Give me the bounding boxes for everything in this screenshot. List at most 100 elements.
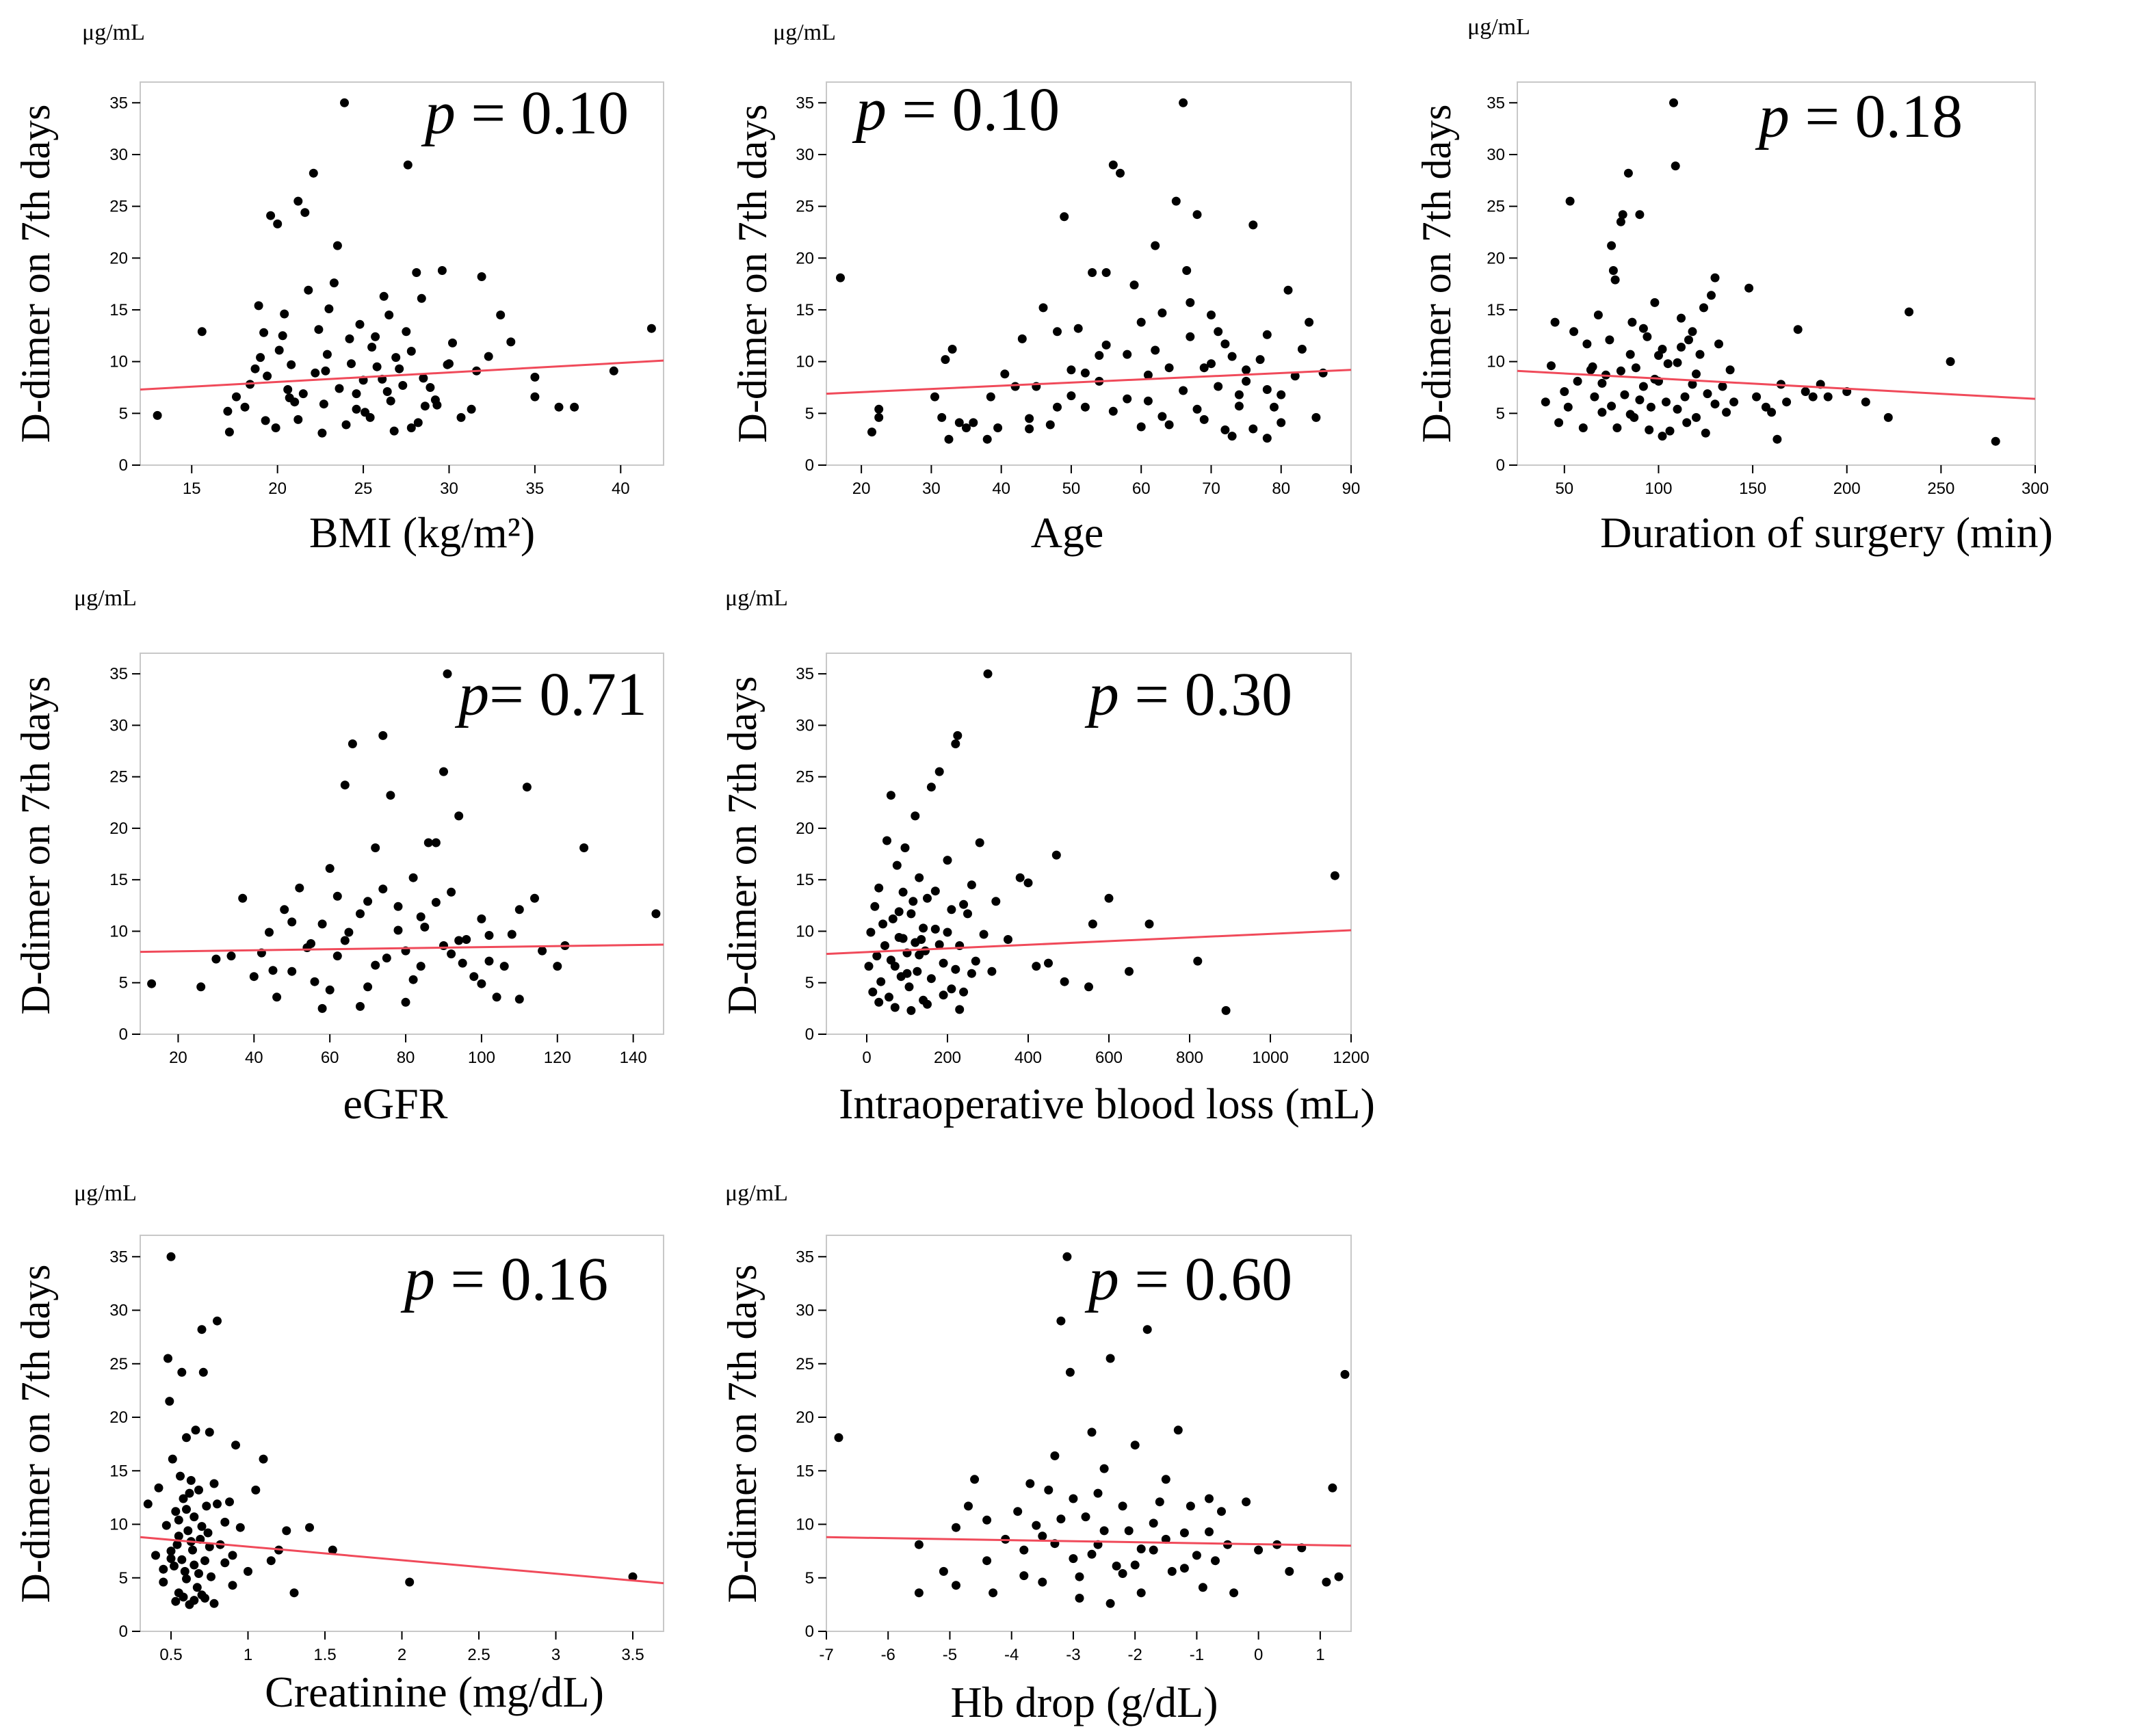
data-point: [492, 992, 501, 1002]
data-point: [982, 1556, 992, 1566]
x-tick-label: -7: [819, 1646, 833, 1664]
data-point: [989, 1588, 998, 1598]
y-tick-label: 20: [796, 819, 814, 838]
data-point: [1597, 378, 1607, 388]
data-point: [1095, 351, 1104, 360]
data-point: [1677, 313, 1686, 323]
data-point: [335, 384, 344, 393]
data-point: [947, 905, 956, 915]
data-point: [1729, 397, 1739, 407]
data-point: [1673, 404, 1682, 414]
y-tick-label: 5: [805, 404, 814, 423]
data-point: [1017, 334, 1027, 343]
data-point: [1104, 893, 1114, 903]
data-point: [189, 1596, 199, 1605]
data-point: [1618, 210, 1627, 220]
data-point: [1767, 408, 1777, 417]
data-point: [514, 905, 524, 915]
data-point: [1013, 1507, 1023, 1516]
p-value-text: = 0.30: [1119, 661, 1292, 728]
data-point: [1167, 1566, 1177, 1576]
data-point: [1801, 387, 1810, 396]
data-point: [1118, 1569, 1127, 1578]
data-point: [1171, 196, 1181, 206]
data-point: [1707, 291, 1716, 300]
data-point: [570, 402, 579, 412]
data-point: [934, 940, 944, 949]
data-point: [176, 1471, 185, 1481]
data-point: [477, 914, 486, 923]
data-point: [926, 782, 936, 792]
data-point: [941, 355, 950, 365]
data-point: [1073, 324, 1083, 333]
data-point: [1025, 414, 1034, 423]
data-point: [259, 328, 269, 337]
data-point: [226, 951, 236, 961]
data-point: [1221, 1005, 1231, 1015]
data-point: [1550, 317, 1560, 327]
data-point: [1680, 392, 1690, 402]
x-tick-label: 1200: [1333, 1049, 1369, 1067]
data-point: [1149, 1518, 1158, 1528]
y-axis-label: D-dimer on 7th days: [720, 1265, 765, 1603]
x-tick-label: 20: [852, 479, 871, 498]
x-tick-label: 100: [1645, 479, 1672, 498]
data-point: [1703, 389, 1712, 399]
data-point: [1234, 390, 1244, 399]
data-point: [913, 966, 922, 976]
data-point: [1087, 1549, 1097, 1559]
data-point: [223, 406, 233, 416]
data-point: [1205, 1494, 1214, 1503]
data-point: [876, 977, 886, 986]
x-tick-label: 0: [1254, 1646, 1263, 1664]
data-point: [1607, 241, 1617, 250]
data-point: [880, 941, 889, 950]
p-value-label: p = 0.18: [1755, 83, 1963, 150]
p-symbol: p: [454, 661, 489, 728]
y-tick-label: 20: [109, 819, 128, 838]
x-tick-label: 60: [1132, 479, 1151, 498]
data-point: [1699, 303, 1708, 313]
data-point: [1088, 268, 1097, 277]
data-point: [1684, 335, 1693, 345]
data-point: [1565, 196, 1575, 206]
data-point: [416, 912, 426, 921]
data-point: [1270, 402, 1279, 412]
data-point: [1105, 1354, 1115, 1363]
data-point: [1161, 1534, 1170, 1544]
data-point: [979, 930, 989, 939]
data-point: [182, 1505, 191, 1514]
data-point: [892, 860, 902, 870]
y-tick-label: 35: [109, 665, 128, 683]
data-point: [1578, 423, 1588, 432]
data-point: [1242, 365, 1251, 375]
data-point: [1199, 415, 1209, 424]
data-point: [923, 893, 932, 903]
data-point: [168, 1454, 177, 1464]
data-point: [923, 999, 932, 1009]
data-point: [272, 992, 282, 1002]
x-tick-label: 600: [1095, 1049, 1123, 1067]
data-point: [982, 434, 992, 444]
data-point: [213, 1499, 222, 1509]
data-point: [232, 392, 241, 402]
data-point: [894, 907, 904, 917]
data-point: [959, 899, 969, 909]
data-point: [874, 997, 884, 1007]
x-tick-label: 50: [1062, 479, 1081, 498]
data-point: [1643, 332, 1652, 341]
data-point: [1101, 268, 1111, 277]
data-point: [1541, 397, 1550, 407]
data-point: [1714, 339, 1723, 349]
data-point: [1692, 369, 1701, 379]
data-point: [197, 1325, 207, 1334]
regression-line: [140, 1536, 664, 1585]
data-point: [365, 412, 375, 422]
data-point: [228, 1551, 237, 1560]
data-point: [389, 426, 399, 436]
y-tick-label: 15: [796, 301, 814, 319]
data-point: [1192, 1551, 1201, 1560]
data-point: [378, 731, 388, 740]
data-point: [462, 935, 471, 944]
p-symbol: p: [1084, 661, 1119, 728]
